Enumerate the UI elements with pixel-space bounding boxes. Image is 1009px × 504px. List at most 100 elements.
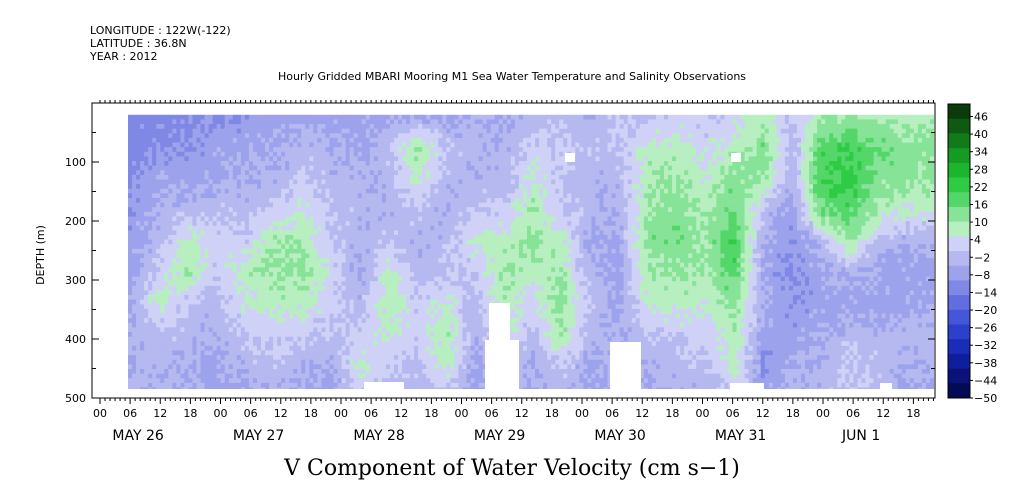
heatmap-cell (277, 221, 282, 227)
heatmap-cell (212, 345, 218, 352)
heatmap-cell (289, 313, 295, 319)
heatmap-cell (329, 364, 335, 370)
heatmap-cell (196, 225, 202, 232)
heatmap-cell (305, 142, 311, 148)
heatmap-cell (204, 368, 210, 375)
heatmap-cell (345, 137, 351, 144)
heatmap-cell (168, 119, 174, 125)
heatmap-cell (353, 267, 359, 273)
heatmap-cell (200, 170, 206, 176)
heatmap-cell (152, 355, 158, 361)
heatmap-cell (265, 378, 270, 384)
heatmap-cell (152, 368, 158, 375)
heatmap-cell (273, 161, 278, 167)
heatmap-cell (301, 359, 307, 366)
heatmap-cell (200, 211, 206, 218)
heatmap-cell (265, 336, 270, 343)
heatmap-cell (309, 188, 315, 195)
heatmap-cell (301, 133, 307, 139)
heatmap-cell (244, 318, 250, 324)
heatmap-cell (236, 151, 242, 158)
heatmap-cell (240, 124, 246, 130)
heatmap-cell (236, 341, 242, 347)
heatmap-cell (164, 345, 170, 352)
heatmap-cell (176, 313, 182, 319)
heatmap-cell (252, 156, 258, 162)
heatmap-cell (240, 355, 246, 361)
heatmap-cell (176, 281, 182, 287)
heatmap-cell (168, 197, 174, 204)
heatmap-cell (160, 211, 166, 218)
heatmap-cell (212, 281, 218, 287)
heatmap-cell (188, 225, 194, 232)
heatmap-cell (333, 174, 339, 181)
heatmap-cell (192, 271, 198, 278)
heatmap-cell (248, 211, 254, 218)
heatmap-cell (176, 332, 182, 338)
heatmap-cell (345, 133, 351, 139)
heatmap-cell (293, 230, 299, 236)
heatmap-cell (260, 221, 266, 227)
heatmap-cell (212, 137, 218, 144)
heatmap-cell (313, 378, 319, 384)
heatmap-cell (265, 299, 270, 306)
heatmap-cell (200, 124, 206, 130)
heatmap-cell (240, 170, 246, 176)
heatmap-cell (204, 244, 210, 250)
heatmap-cell (285, 262, 290, 269)
heatmap-cell (128, 216, 133, 222)
heatmap-cell (285, 225, 290, 232)
heatmap-cell (289, 202, 295, 209)
heatmap-cell (208, 373, 214, 380)
heatmap-cell (305, 290, 311, 296)
heatmap-cell (321, 336, 327, 343)
heatmap-cell (176, 295, 182, 301)
heatmap-cell (244, 230, 250, 236)
heatmap-cell (156, 318, 162, 324)
heatmap-cell (317, 197, 323, 204)
heatmap-cell (333, 207, 339, 213)
heatmap-cell (329, 308, 335, 315)
heatmap-cell (232, 174, 238, 181)
heatmap-cell (277, 382, 282, 389)
heatmap-cell (156, 170, 162, 176)
heatmap-cell (156, 239, 162, 246)
heatmap-cell (281, 308, 286, 315)
heatmap-cell (305, 253, 311, 259)
heatmap-cell (140, 197, 145, 204)
heatmap-cell (232, 345, 238, 352)
heatmap-cell (188, 373, 194, 380)
heatmap-cell (152, 350, 158, 356)
heatmap-cell (337, 239, 343, 246)
heatmap-cell (160, 174, 166, 181)
heatmap-cell (180, 179, 186, 185)
heatmap-cell (200, 188, 206, 195)
heatmap-cell (321, 142, 327, 148)
heatmap-cell (289, 151, 295, 158)
heatmap-cell (208, 262, 214, 269)
heatmap-cell (224, 382, 230, 389)
heatmap-cell (313, 299, 319, 306)
heatmap-cell (269, 174, 274, 181)
heatmap-cell (172, 161, 178, 167)
heatmap-cell (281, 271, 286, 278)
heatmap-cell (256, 350, 262, 356)
latitude-label: LATITUDE : 36.8N (90, 37, 187, 50)
heatmap-cell (325, 114, 331, 121)
heatmap-cell (248, 262, 254, 269)
heatmap-cell (152, 267, 158, 273)
heatmap-cell (260, 327, 266, 333)
heatmap-cell (281, 207, 286, 213)
heatmap-cell (325, 308, 331, 315)
heatmap-cell (309, 248, 315, 255)
heatmap-cell (313, 290, 319, 296)
heatmap-cell (188, 341, 194, 347)
heatmap-cell (293, 318, 299, 324)
heatmap-cell (325, 151, 331, 158)
heatmap-cell (256, 151, 262, 158)
heatmap-cell (144, 262, 149, 269)
heatmap-cell (220, 184, 226, 190)
heatmap-cell (260, 345, 266, 352)
heatmap-cell (128, 193, 133, 199)
heatmap-cell (345, 285, 351, 292)
